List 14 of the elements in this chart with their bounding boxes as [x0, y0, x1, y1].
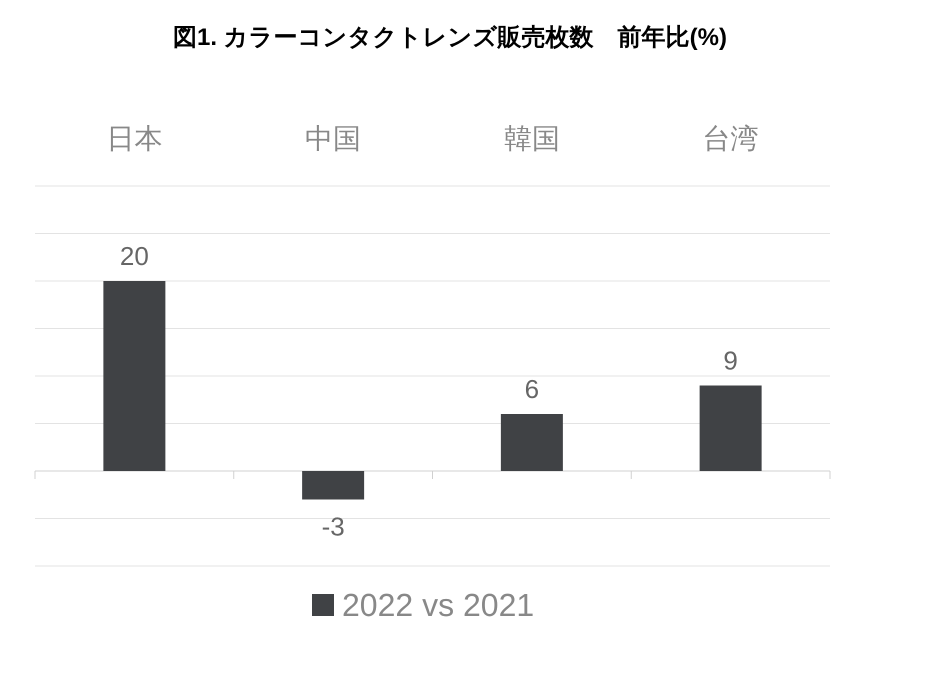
data-label: 20 — [120, 241, 149, 271]
bar — [103, 281, 166, 471]
chart-title: 図1. カラーコンタクトレンズ販売枚数 前年比(%) — [172, 24, 728, 51]
bar — [700, 386, 762, 471]
x-tick-label: 台湾 — [702, 123, 759, 154]
bar — [500, 414, 563, 471]
data-label: 6 — [524, 374, 540, 404]
legend-label: 2022 vs 2021 — [342, 587, 534, 623]
x-tick-label: 韓国 — [504, 123, 560, 154]
x-tick-label: 日本 — [106, 123, 162, 154]
data-label: 9 — [723, 346, 738, 376]
data-label: -3 — [322, 512, 345, 542]
x-tick-label: 中国 — [305, 123, 362, 154]
bar — [302, 471, 364, 500]
